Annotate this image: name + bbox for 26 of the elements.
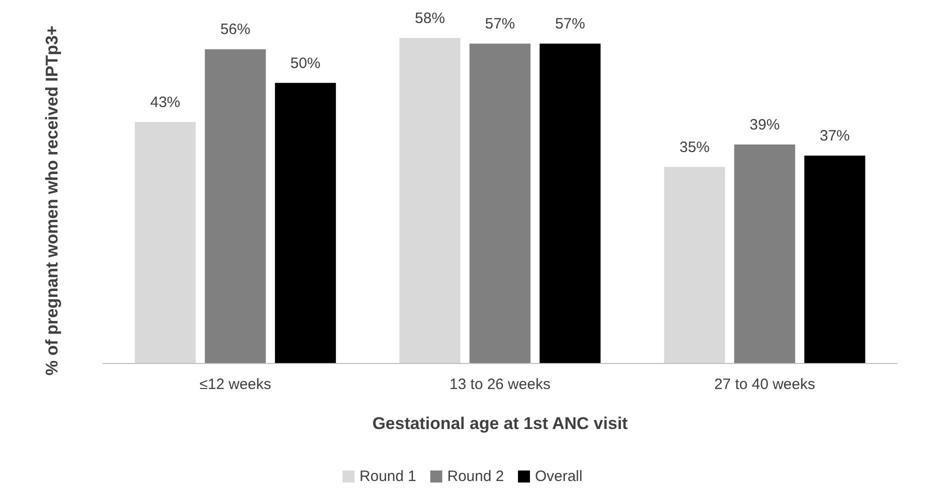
data-label: 50% xyxy=(290,54,320,72)
bar xyxy=(399,38,460,363)
data-label: 39% xyxy=(750,116,780,134)
bar xyxy=(734,144,796,363)
data-label: 57% xyxy=(555,16,586,33)
bar xyxy=(204,49,266,363)
bar xyxy=(134,122,196,363)
bar xyxy=(804,156,866,363)
data-label: 57% xyxy=(484,16,516,33)
y-axis-title: % of pregnant women who received IPTp3+ xyxy=(42,25,62,376)
legend-label: Round 1 xyxy=(360,468,416,485)
data-label: 43% xyxy=(150,94,180,112)
data-label: 35% xyxy=(680,138,710,156)
x-tick-label: ≤12 weeks xyxy=(200,376,272,393)
x-axis-title: Gestational age at 1st ANC visit xyxy=(372,414,628,433)
data-label: 56% xyxy=(220,21,250,38)
x-tick-label: 13 to 26 weeks xyxy=(450,376,550,393)
bar xyxy=(274,82,336,363)
legend-label: Overall xyxy=(534,468,582,485)
legend-label: Round 2 xyxy=(447,468,504,485)
bar xyxy=(664,166,726,363)
x-tick-label: 27 to 40 weeks xyxy=(714,376,816,393)
bar xyxy=(470,44,530,363)
bar xyxy=(540,44,601,363)
data-label: 58% xyxy=(414,10,445,27)
data-label: 37% xyxy=(820,128,850,145)
